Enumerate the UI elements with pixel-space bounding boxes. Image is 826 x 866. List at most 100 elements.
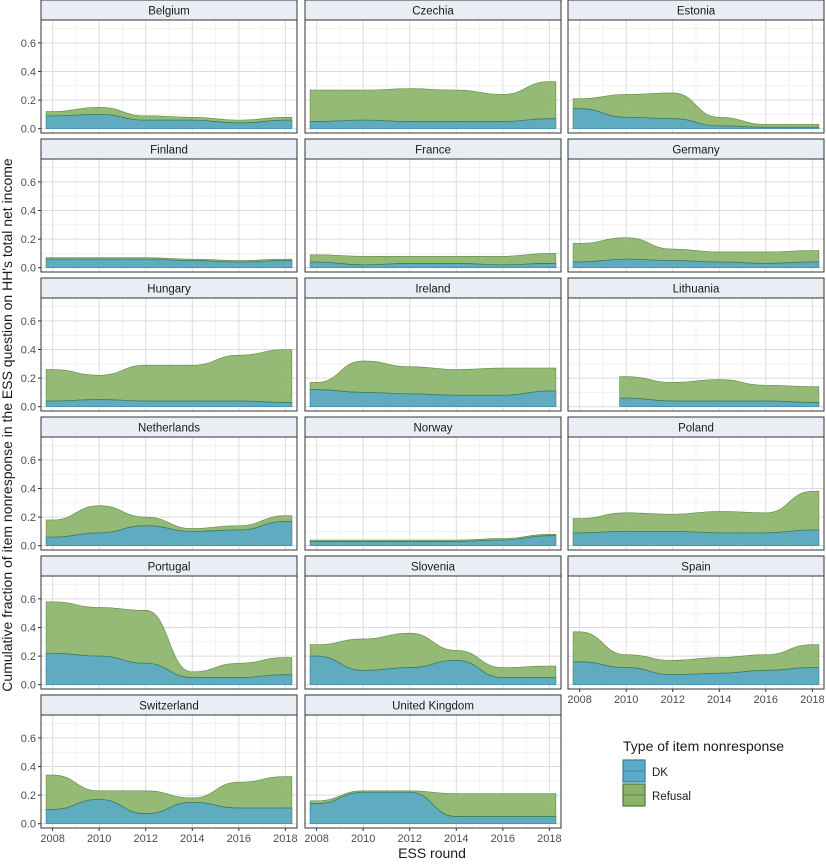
panel-border	[40, 575, 298, 690]
facet-title: Spain	[681, 562, 710, 574]
facet-title: France	[415, 145, 451, 157]
y-tick-label: 0.6	[21, 594, 36, 606]
y-tick-label: 0.0	[21, 402, 36, 414]
y-tick-label: 0.6	[21, 38, 36, 50]
panel-border	[567, 19, 825, 134]
panel-netherlands: Netherlands 0.0 0.2 0.4 0.6	[21, 416, 298, 553]
facet-title: United Kingdom	[392, 701, 474, 713]
panel-border	[40, 714, 298, 829]
y-tick-label: 0.6	[21, 455, 36, 467]
y-tick-label: 0.6	[21, 316, 36, 328]
panel-ireland: Ireland	[304, 277, 562, 412]
x-tick-label: 2010	[351, 833, 375, 845]
facet-title: Lithuania	[673, 284, 720, 296]
panel-border	[567, 158, 825, 273]
y-tick-label: 0.4	[21, 622, 36, 634]
y-tick-label: 0.4	[21, 761, 36, 773]
panel-norway: Norway	[304, 416, 562, 551]
y-tick-label: 0.0	[21, 124, 36, 136]
panel-border	[304, 19, 562, 134]
panel-border	[304, 436, 562, 551]
y-tick-label: 0.0	[21, 541, 36, 553]
y-tick-label: 0.4	[21, 66, 36, 78]
panel-border	[40, 158, 298, 273]
y-tick-label: 0.2	[21, 790, 36, 802]
dk-boundary-line	[619, 397, 819, 403]
facet-title: Slovenia	[411, 562, 456, 574]
panel-border	[40, 19, 298, 134]
facet-title: Netherlands	[138, 423, 200, 435]
dk-boundary-line	[46, 258, 292, 263]
facet-title: Poland	[678, 423, 714, 435]
facet-title: Belgium	[148, 6, 190, 18]
panel-slovenia: Slovenia	[304, 555, 562, 690]
dk-boundary-line	[573, 529, 819, 534]
dk-boundary-line	[46, 399, 292, 403]
x-tick-label: 2014	[180, 833, 204, 845]
x-tick-label: 2010	[614, 694, 638, 706]
panel-czechia: Czechia	[304, 0, 562, 134]
facet-title: Estonia	[677, 6, 716, 18]
panel-finland: Finland 0.0 0.2 0.4 0.6	[21, 138, 298, 275]
panel-portugal: Portugal 0.0 0.2 0.4 0.6	[21, 555, 298, 692]
x-tick-label: 2008	[304, 833, 328, 845]
dk-boundary-line	[573, 661, 819, 676]
x-tick-label: 2018	[800, 694, 824, 706]
x-tick-label: 2016	[491, 833, 515, 845]
y-tick-label: 0.0	[21, 263, 36, 275]
y-tick-label: 0.2	[21, 95, 36, 107]
panel-border	[304, 158, 562, 273]
x-tick-label: 2016	[227, 833, 251, 845]
facet-title: Portugal	[148, 562, 191, 574]
dk-boundary-line	[46, 798, 292, 815]
x-tick-label: 2010	[87, 833, 111, 845]
panel-united-kingdom: United Kingdom 2008 2010 2012 2014 2016 2018	[304, 694, 562, 845]
y-tick-label: 0.4	[21, 205, 36, 217]
panel-germany: Germany	[567, 138, 825, 273]
x-tick-label: 2018	[273, 833, 297, 845]
legend-label-refusal: Refusal	[652, 791, 691, 803]
panel-switzerland: Switzerland 0.0 0.2 0.4 0.6 2008 2010 2012 2014 2…	[21, 694, 298, 845]
panel-poland: Poland	[567, 416, 825, 551]
dk-boundary-line	[46, 652, 292, 678]
panel-border	[40, 436, 298, 551]
y-axis-title: Cumulative fraction of item nonresponse …	[0, 158, 15, 692]
x-axis-title: ESS round	[398, 845, 466, 861]
dk-boundary-line	[573, 258, 819, 264]
facet-title: Finland	[150, 145, 188, 157]
panel-belgium: Belgium 0.0 0.2 0.4 0.6	[21, 0, 298, 136]
panel-spain: Spain 2008 2010 2012 2014 2016 2018	[567, 555, 825, 706]
panel-border	[567, 575, 825, 690]
y-tick-label: 0.0	[21, 819, 36, 831]
y-tick-label: 0.6	[21, 177, 36, 189]
x-tick-label: 2014	[444, 833, 468, 845]
y-tick-label: 0.6	[21, 733, 36, 745]
y-tick-label: 0.2	[21, 373, 36, 385]
dk-boundary-line	[310, 118, 556, 122]
x-tick-label: 2012	[397, 833, 421, 845]
facet-title: Czechia	[412, 6, 454, 18]
x-tick-label: 2014	[707, 694, 731, 706]
facet-title: Norway	[414, 423, 453, 435]
y-tick-label: 0.4	[21, 483, 36, 495]
y-tick-label: 0.4	[21, 344, 36, 356]
x-tick-label: 2008	[567, 694, 591, 706]
x-tick-label: 2018	[537, 833, 561, 845]
panel-border	[567, 297, 825, 412]
facet-title: Hungary	[147, 284, 191, 296]
x-tick-label: 2016	[754, 694, 778, 706]
dk-boundary-line	[573, 108, 819, 128]
legend: Type of item nonresponse DK Refusal	[622, 738, 784, 807]
facet-title: Germany	[672, 145, 720, 157]
panel-border	[304, 714, 562, 829]
facet-title: Ireland	[415, 284, 450, 296]
panel-hungary: Hungary 0.0 0.2 0.4 0.6	[21, 277, 298, 414]
legend-title: Type of item nonresponse	[623, 738, 784, 754]
dk-boundary-line	[46, 520, 292, 538]
x-tick-label: 2012	[133, 833, 157, 845]
dk-boundary-line	[310, 389, 556, 396]
panel-lithuania: Lithuania	[567, 277, 825, 412]
x-tick-label: 2012	[660, 694, 684, 706]
panel-border	[40, 297, 298, 412]
